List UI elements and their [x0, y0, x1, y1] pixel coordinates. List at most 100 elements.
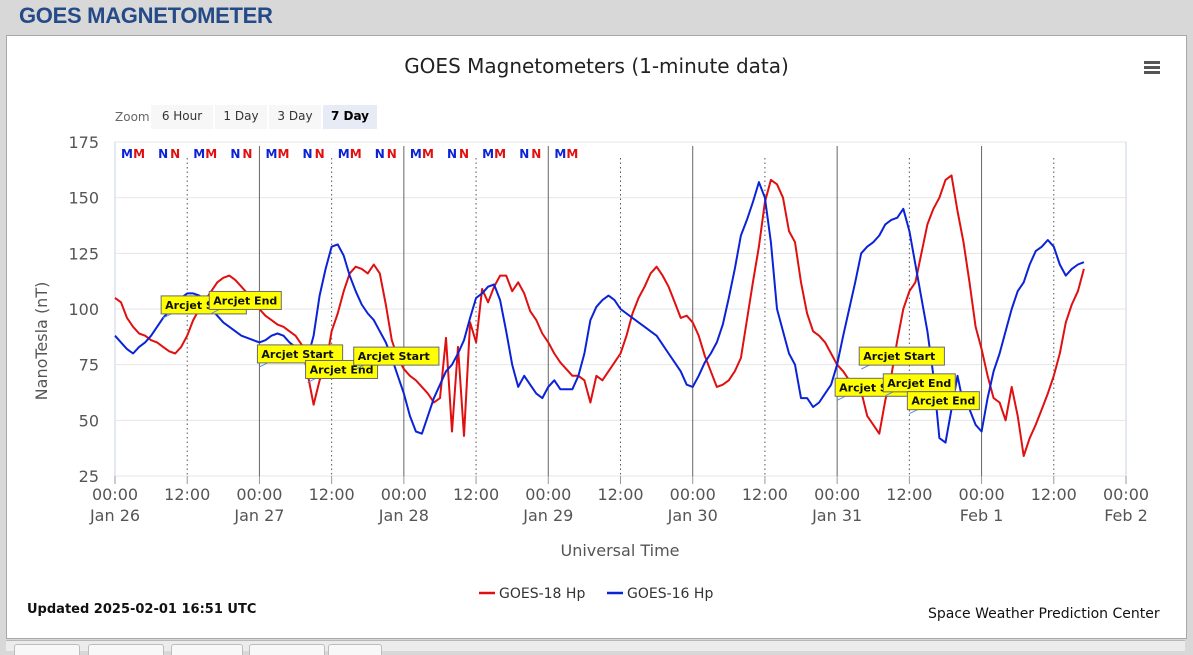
annotation-pointer	[211, 309, 220, 314]
zoom-7-day-button[interactable]: 7 Day	[323, 105, 377, 129]
axes: 25 50 75 100 125 150 175 00:00 Jan 26 12:00 00:00 J…	[68, 133, 1149, 525]
marker-m: M	[278, 147, 290, 161]
marker-m: M	[133, 147, 145, 161]
annotation-label: Arcjet End	[887, 377, 951, 390]
annotation-pointer	[307, 378, 316, 383]
annotation-label: Arcjet End	[310, 363, 374, 376]
bottom-tab-bar	[6, 640, 1185, 655]
marker-m: M	[205, 147, 217, 161]
marker-n: N	[375, 147, 385, 161]
x-tick-time-label: 00:00	[525, 485, 571, 504]
y-axis-label: NanoTesla (nT)	[32, 282, 51, 401]
annotation-pointer	[355, 364, 364, 370]
x-tick-time-label: 00:00	[814, 485, 860, 504]
legend: GOES-18 Hp GOES-16 Hp	[477, 583, 727, 605]
x-tick-date-label: Feb 2	[1104, 506, 1148, 525]
marker-m: M	[554, 147, 566, 161]
chart-panel: GOES Magnetometers (1-minute data) Zoom …	[6, 35, 1187, 639]
marker-n: N	[242, 147, 252, 161]
page-header: GOES MAGNETOMETER	[0, 0, 1193, 34]
x-tick-date-label: Jan 27	[233, 506, 284, 525]
legend-label-goes16[interactable]: GOES-16 Hp	[627, 586, 713, 602]
marker-m: M	[121, 147, 133, 161]
hamburger-menu-icon[interactable]	[1144, 59, 1166, 77]
marker-n: N	[459, 147, 469, 161]
updated-timestamp: Updated 2025-02-01 16:51 UTC	[27, 602, 257, 617]
annotation-label: Arcjet End	[911, 395, 975, 408]
x-tick-time-label: 00:00	[670, 485, 716, 504]
y-tick-label: 125	[68, 244, 99, 263]
day-markers	[186, 146, 1055, 476]
zoom-3-day-button[interactable]: 3 Day	[269, 105, 321, 129]
annotation-box	[353, 346, 440, 366]
annotation-label: Arcjet Start	[358, 350, 430, 363]
zoom-6-hour-button[interactable]: 6 Hour	[151, 105, 213, 129]
marker-n: N	[158, 147, 168, 161]
annotation-box	[208, 290, 282, 310]
x-tick-time-label: 00:00	[236, 485, 282, 504]
annotation-label: Arcjet End	[213, 294, 277, 307]
marker-n: N	[531, 147, 541, 161]
x-tick-date-label: Jan 28	[378, 506, 429, 525]
marker-n: N	[230, 147, 240, 161]
x-tick-date-label: Jan 31	[811, 506, 862, 525]
marker-n: N	[447, 147, 457, 161]
x-tick-time-label: 00:00	[1103, 485, 1149, 504]
zoom-1-day-button[interactable]: 1 Day	[215, 105, 267, 129]
chart-credits[interactable]: Space Weather Prediction Center	[928, 606, 1160, 622]
y-tick-label: 50	[79, 411, 99, 430]
x-tick-time-label: 12:00	[886, 485, 932, 504]
annotation-label: Arcjet Start	[863, 350, 935, 363]
page-title: GOES MAGNETOMETER	[19, 3, 273, 28]
y-tick-label: 150	[68, 189, 99, 208]
x-tick-date-label: Jan 29	[522, 506, 573, 525]
x-tick-time-label: 12:00	[742, 485, 788, 504]
y-tick-label: 25	[79, 467, 99, 486]
series-line-goes16	[114, 181, 1085, 444]
marker-m: M	[350, 147, 362, 161]
marker-m: M	[338, 147, 350, 161]
x-tick-time-label: 12:00	[453, 485, 499, 504]
marker-n: N	[387, 147, 397, 161]
series	[114, 174, 1085, 457]
annotation-box	[858, 346, 945, 366]
annotation-box	[256, 344, 344, 364]
chart-title: GOES Magnetometers (1-minute data)	[404, 54, 789, 78]
x-tick-time-label: 00:00	[959, 485, 1005, 504]
x-tick-date-label: Feb 1	[960, 506, 1004, 525]
marker-n: N	[303, 147, 313, 161]
x-tick-date-label: Jan 30	[667, 506, 718, 525]
marker-m: M	[193, 147, 205, 161]
x-tick-date-label: Jan 26	[89, 506, 140, 525]
marker-n: N	[519, 147, 529, 161]
marker-n: N	[170, 147, 180, 161]
legend-label-goes18[interactable]: GOES-18 Hp	[499, 586, 585, 602]
x-axis-label: Universal Time	[560, 541, 679, 560]
zoom-label: Zoom	[115, 110, 150, 124]
annotation-box	[906, 391, 980, 411]
y-tick-label: 75	[79, 356, 99, 375]
annotation-pointer	[162, 313, 172, 319]
annotation-pointer	[259, 362, 268, 368]
x-tick-time-label: 00:00	[381, 485, 427, 504]
x-tick-time-label: 12:00	[597, 485, 643, 504]
x-tick-time-label: 12:00	[164, 485, 210, 504]
y-tick-label: 100	[68, 300, 99, 319]
annotation-pointer	[836, 395, 846, 401]
x-tick-time-label: 00:00	[92, 485, 138, 504]
annotation-pointer	[885, 391, 894, 397]
annotation-pointer	[909, 409, 918, 415]
x-tick-time-label: 12:00	[1031, 485, 1077, 504]
marker-m: M	[265, 147, 277, 161]
marker-m: M	[422, 147, 434, 161]
y-tick-label: 175	[68, 133, 99, 152]
x-tick-time-label: 12:00	[309, 485, 355, 504]
marker-m: M	[494, 147, 506, 161]
marker-m: M	[482, 147, 494, 161]
marker-n: N	[315, 147, 325, 161]
marker-m: M	[566, 147, 578, 161]
series-line-goes18	[114, 174, 1085, 457]
